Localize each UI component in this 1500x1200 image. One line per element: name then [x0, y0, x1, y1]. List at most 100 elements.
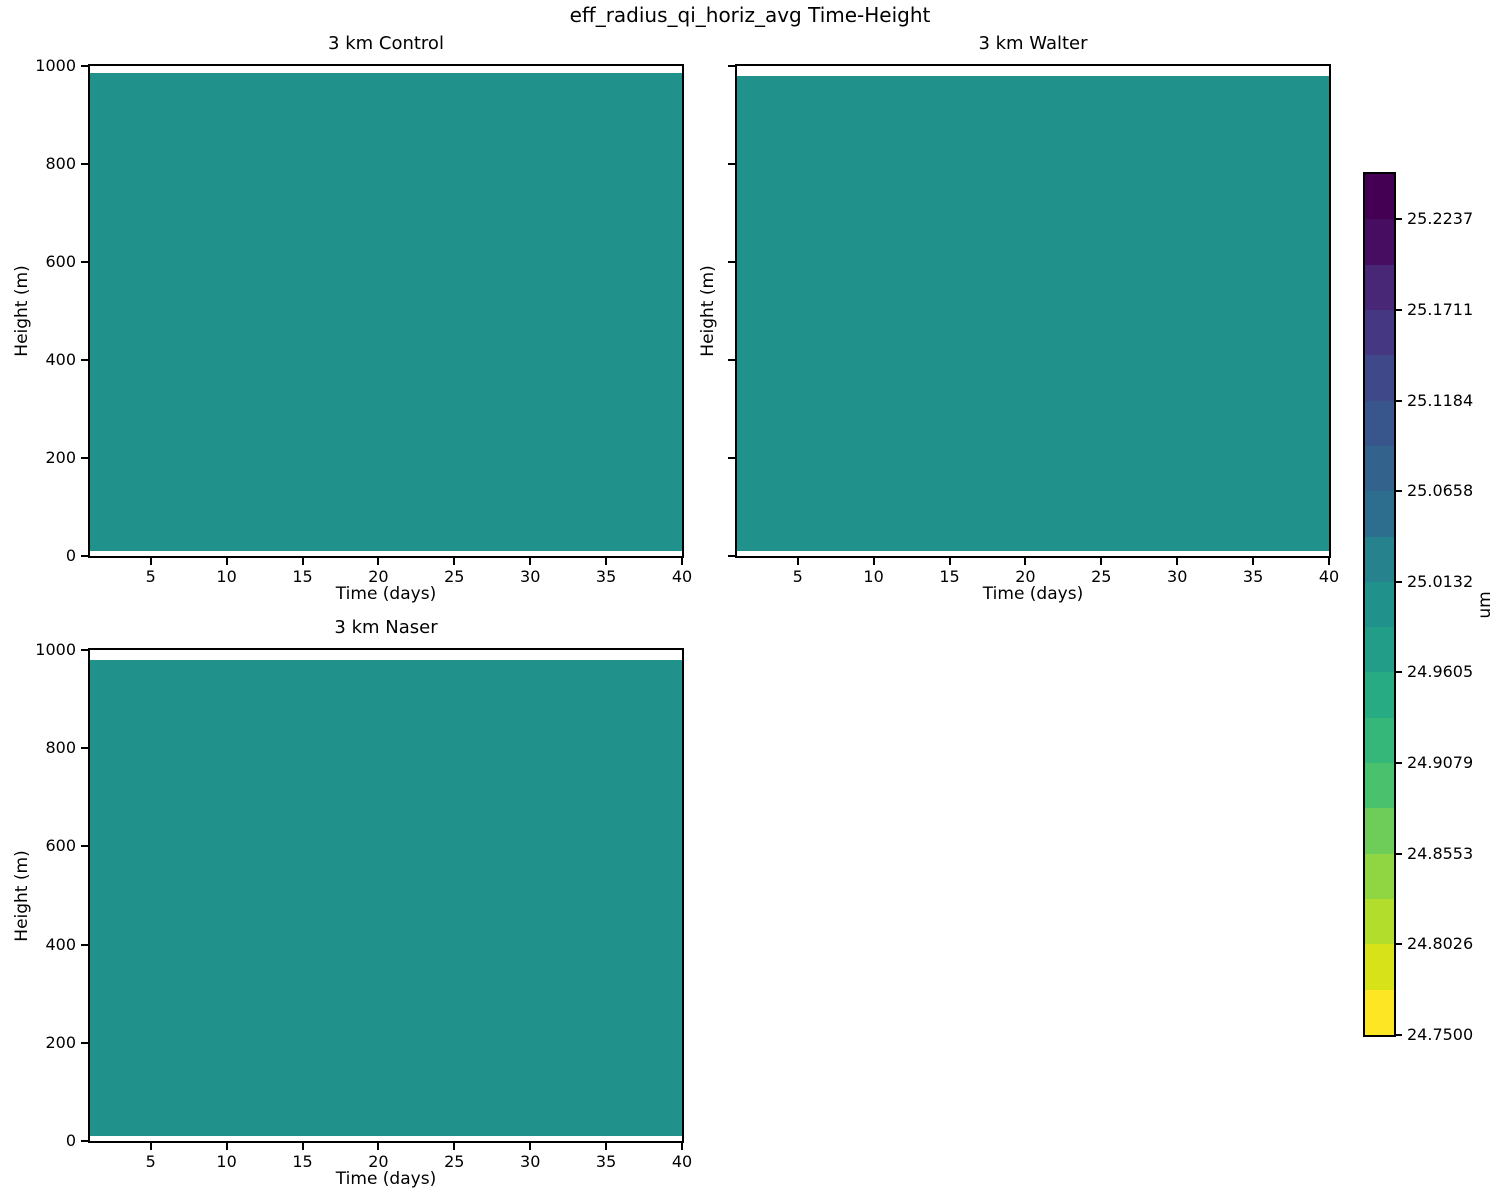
- y-tick-label: 600: [45, 836, 76, 856]
- y-tick-mark: [81, 1140, 88, 1142]
- x-tick-mark: [1100, 558, 1103, 565]
- heatmap-fill: [90, 73, 682, 552]
- x-tick-label: 35: [595, 1152, 617, 1171]
- x-tick-label: 40: [671, 1152, 693, 1171]
- x-tick-mark: [225, 558, 228, 565]
- x-tick-mark: [605, 1143, 608, 1150]
- colorbar: um 25.2237 25.1711 25.1184 25.0658 25.0132 24…: [1363, 172, 1495, 1044]
- x-tick-mark: [605, 558, 608, 565]
- x-tick-label: 30: [520, 567, 541, 586]
- colorbar-tick-label: 24.9079: [1407, 753, 1474, 773]
- x-tick-mark: [377, 558, 380, 565]
- colorbar-segment: [1365, 717, 1394, 764]
- y-tick-mark: [728, 359, 735, 361]
- x-tick-mark: [529, 558, 532, 565]
- y-tick-mark: [728, 65, 735, 67]
- colorbar-tick-mark: [1396, 580, 1402, 583]
- x-tick-label: 10: [216, 1152, 237, 1171]
- subplot-walter-title: 3 km Walter: [978, 33, 1088, 54]
- x-tick-mark: [453, 1143, 456, 1150]
- x-tick-mark: [1176, 558, 1179, 565]
- x-tick-mark: [225, 1143, 228, 1150]
- colorbar-segment: [1365, 309, 1394, 356]
- y-axis-label: Height (m): [698, 265, 718, 357]
- colorbar-segment: [1365, 763, 1394, 809]
- subplot-naser: 3 km Naser Time (days) Height (m) 5 10 15 2…: [12, 617, 692, 1189]
- colorbar-segment: [1365, 989, 1394, 1036]
- x-tick-label: 20: [368, 1152, 389, 1171]
- colorbar-segment: [1365, 355, 1394, 402]
- y-tick-mark: [81, 943, 88, 946]
- colorbar-tick-label: 25.0658: [1407, 481, 1474, 501]
- y-tick-mark: [728, 163, 735, 165]
- colorbar-segment: [1365, 445, 1394, 492]
- x-tick-label: 35: [1242, 567, 1264, 586]
- colorbar-tick-mark: [1396, 308, 1402, 311]
- colorbar-segment: [1365, 627, 1394, 673]
- colorbar-tick-label: 25.0132: [1407, 571, 1474, 591]
- y-tick-mark: [81, 359, 88, 361]
- y-tick-mark: [81, 261, 88, 263]
- x-tick-mark: [377, 1143, 380, 1150]
- x-tick-mark: [1024, 558, 1027, 565]
- x-tick-label: 5: [792, 567, 803, 586]
- x-tick-label: 20: [1015, 567, 1036, 586]
- colorbar-segment: [1365, 264, 1394, 311]
- x-tick-label: 15: [292, 567, 313, 586]
- x-tick-mark: [453, 558, 456, 565]
- y-tick-label: 200: [45, 448, 76, 467]
- colorbar-segment: [1365, 899, 1394, 945]
- y-tick-mark: [728, 457, 735, 459]
- x-tick-mark: [681, 1143, 683, 1150]
- y-tick-label: 800: [45, 154, 76, 173]
- subplot-control-title: 3 km Control: [328, 33, 444, 54]
- colorbar-tick-mark: [1396, 1034, 1402, 1036]
- colorbar-tick-label: 25.1711: [1407, 299, 1474, 319]
- x-tick-label: 15: [939, 567, 960, 586]
- x-tick-mark: [301, 558, 304, 565]
- x-tick-label: 35: [595, 567, 617, 586]
- y-tick-mark: [728, 555, 735, 557]
- colorbar-tick-mark: [1396, 762, 1402, 765]
- x-tick-label: 15: [292, 1152, 313, 1171]
- colorbar-tick-mark: [1396, 852, 1402, 855]
- x-tick-mark: [796, 558, 799, 565]
- x-tick-label: 40: [671, 567, 693, 586]
- x-tick-label: 5: [145, 567, 156, 586]
- colorbar-segment: [1365, 400, 1394, 447]
- x-tick-label: 25: [444, 567, 465, 586]
- colorbar-segment: [1365, 491, 1394, 538]
- y-tick-label: 1000: [35, 56, 76, 75]
- x-tick-mark: [149, 1143, 152, 1150]
- x-tick-label: 5: [145, 1152, 156, 1171]
- colorbar-segment: [1365, 808, 1394, 855]
- x-tick-label: 40: [1318, 567, 1340, 586]
- colorbar-tick-mark: [1396, 671, 1402, 674]
- colorbar-segment: [1365, 672, 1394, 719]
- x-tick-mark: [301, 1143, 304, 1150]
- x-tick-label: 25: [1091, 567, 1112, 586]
- subplot-naser-title: 3 km Naser: [334, 617, 438, 638]
- x-tick-mark: [149, 558, 152, 565]
- subplot-control: 3 km Control Time (days) Height (m) 5 10 1…: [12, 33, 692, 604]
- y-tick-mark: [81, 555, 88, 557]
- x-tick-label: 30: [520, 1152, 541, 1171]
- y-tick-label: 1000: [35, 640, 76, 659]
- x-tick-mark: [948, 558, 951, 565]
- y-tick-mark: [81, 845, 88, 848]
- heatmap-fill: [90, 660, 682, 1137]
- y-axis-label: Height (m): [12, 265, 32, 357]
- subplot-walter: 3 km Walter Time (days) Height (m) 5 10 15…: [698, 33, 1339, 604]
- y-tick-mark: [81, 747, 88, 750]
- y-tick-label: 600: [45, 252, 76, 271]
- colorbar-tick-label: 25.2237: [1407, 209, 1474, 229]
- y-tick-label: 0: [65, 546, 76, 565]
- y-tick-label: 400: [45, 350, 76, 369]
- y-tick-label: 200: [45, 1032, 76, 1052]
- colorbar-segment: [1365, 219, 1394, 266]
- colorbar-tick-mark: [1396, 399, 1402, 402]
- figure-title: eff_radius_qi_horiz_avg Time-Height: [569, 3, 931, 27]
- colorbar-tick-label: 24.9605: [1407, 662, 1474, 682]
- x-tick-label: 25: [444, 1152, 465, 1171]
